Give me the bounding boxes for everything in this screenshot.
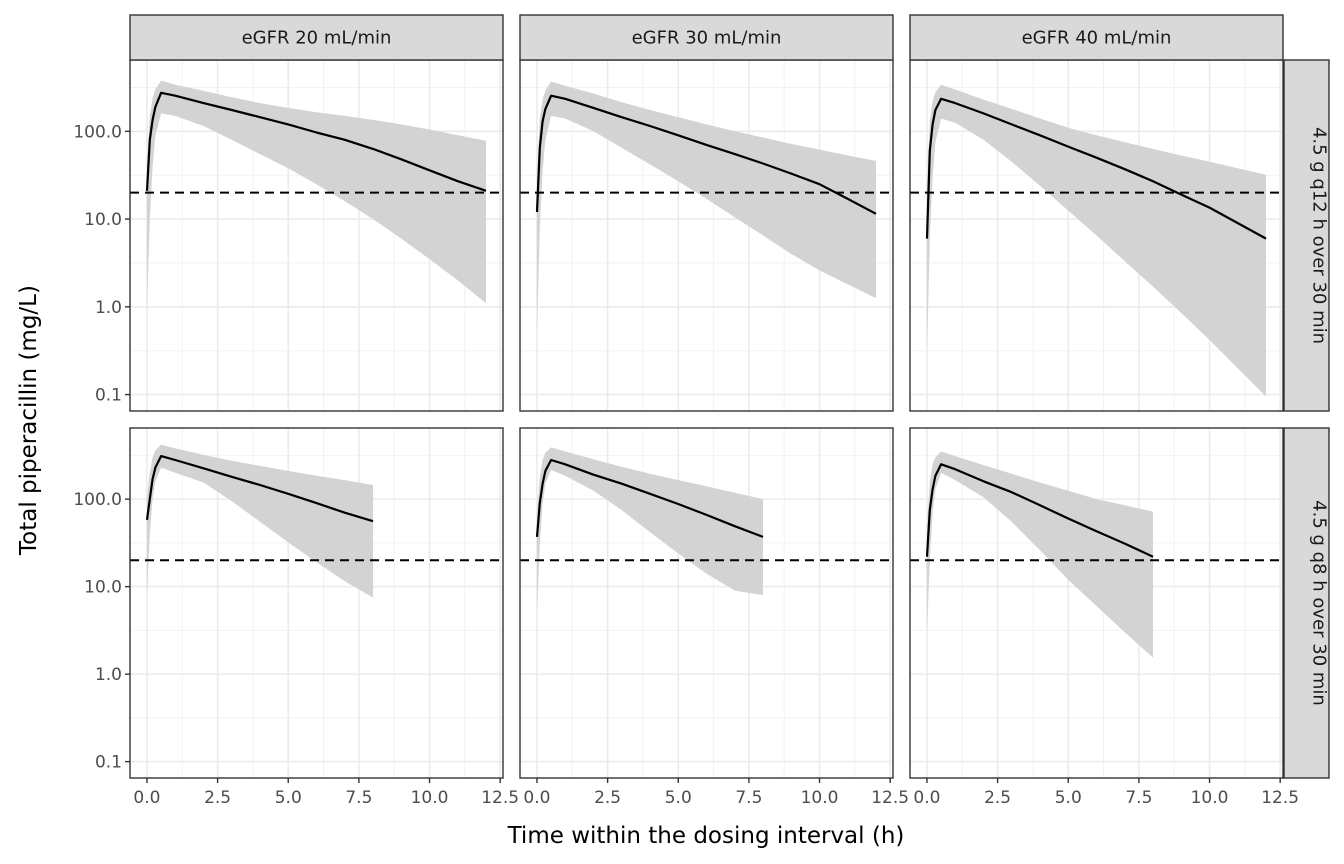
- panel-r0-c0: [129, 59, 504, 412]
- x-tick-label: 10.0: [1191, 788, 1229, 808]
- prediction-interval-ribbon: [147, 80, 486, 307]
- median-line: [925, 97, 1267, 240]
- strips-layer: eGFR 20 mL/min eGFR 30 mL/min eGFR 40 mL/m…: [129, 14, 1330, 779]
- y-tick-label: 1.0: [95, 665, 122, 685]
- panel-r1-c2: [909, 427, 1284, 779]
- strip-label-row-0: 4.5 g q12 h over 30 min: [1309, 127, 1330, 344]
- y-tick-label: 10.0: [84, 210, 122, 230]
- panel-plot-area: [910, 451, 1283, 658]
- strip-col-0: [129, 14, 504, 61]
- y-axis-title: Total piperacillin (mg/L): [16, 285, 42, 556]
- y-tick-label: 1.0: [95, 298, 122, 318]
- x-tick-label: 10.0: [801, 788, 839, 808]
- panel-plot-area: [130, 444, 503, 598]
- median-line: [145, 455, 374, 523]
- y-tick-label: 0.1: [95, 753, 122, 773]
- panel-plot-area: [520, 81, 893, 334]
- panels-layer: [129, 59, 1284, 779]
- x-tick-label: 2.5: [594, 788, 621, 808]
- panel-border: [519, 427, 894, 779]
- strip-row-1: [1283, 427, 1330, 779]
- x-tick-label: 7.5: [735, 788, 762, 808]
- ticks-layer: 0.1 1.0 10.0 100.0 0.1 1.0 10.0 100.0 0.0 2.5 5.0 7…: [73, 122, 1299, 808]
- prediction-interval-ribbon: [927, 84, 1266, 397]
- y-tick-label: 0.1: [95, 386, 122, 406]
- median-line: [535, 94, 877, 215]
- y-tick-label: 100.0: [73, 122, 122, 142]
- x-tick-label: 2.5: [204, 788, 231, 808]
- x-tick-label: 10.0: [411, 788, 449, 808]
- panel-r1-c0: [129, 427, 504, 779]
- strip-col-1: [519, 14, 894, 61]
- prediction-interval-ribbon: [927, 451, 1153, 658]
- x-tick-label: 7.5: [1125, 788, 1152, 808]
- strip-label-col-1: eGFR 30 mL/min: [632, 28, 782, 49]
- strip-label-col-2: eGFR 40 mL/min: [1022, 28, 1172, 49]
- prediction-interval-ribbon: [537, 447, 763, 613]
- x-axis-title: Time within the dosing interval (h): [507, 823, 905, 849]
- prediction-interval-ribbon: [537, 81, 876, 334]
- median-line: [925, 463, 1154, 558]
- strip-row-0: [1283, 59, 1330, 412]
- panel-plot-area: [520, 447, 893, 613]
- panel-plot-area: [910, 84, 1283, 397]
- x-tick-label: 5.0: [665, 788, 692, 808]
- panel-r0-c1: [519, 59, 894, 412]
- x-tick-label: 5.0: [275, 788, 302, 808]
- x-tick-label: 0.0: [133, 788, 160, 808]
- panel-plot-area: [130, 80, 503, 307]
- y-tick-label: 100.0: [73, 490, 122, 510]
- strip-label-row-1: 4.5 g q8 h over 30 min: [1309, 500, 1330, 706]
- x-tick-label: 12.5: [481, 788, 519, 808]
- x-tick-label: 7.5: [345, 788, 372, 808]
- x-tick-label: 12.5: [871, 788, 909, 808]
- strip-col-2: [909, 14, 1284, 61]
- panel-r0-c2: [909, 59, 1284, 412]
- x-tick-label: 2.5: [984, 788, 1011, 808]
- panel-border: [909, 427, 1284, 779]
- x-tick-label: 12.5: [1261, 788, 1299, 808]
- strip-label-col-0: eGFR 20 mL/min: [242, 28, 392, 49]
- x-tick-label: 5.0: [1055, 788, 1082, 808]
- median-line: [535, 458, 764, 538]
- x-tick-label: 0.0: [523, 788, 550, 808]
- median-line: [145, 91, 487, 192]
- panel-border: [129, 427, 504, 779]
- panel-r1-c1: [519, 427, 894, 779]
- x-tick-label: 0.0: [913, 788, 940, 808]
- y-tick-label: 10.0: [84, 578, 122, 598]
